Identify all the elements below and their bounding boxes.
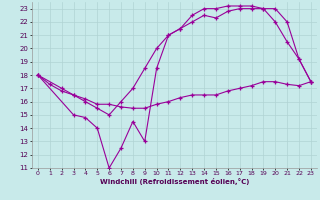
X-axis label: Windchill (Refroidissement éolien,°C): Windchill (Refroidissement éolien,°C) <box>100 178 249 185</box>
